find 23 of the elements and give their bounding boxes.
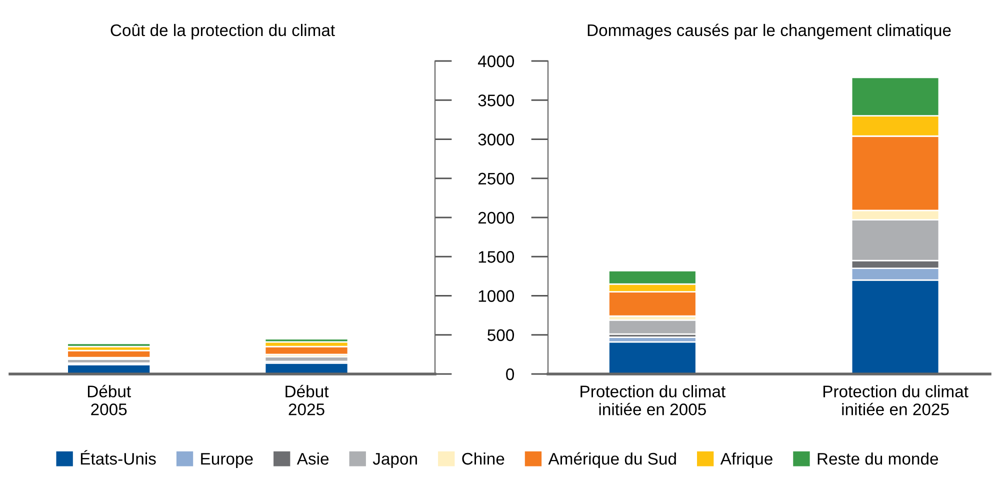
y-tick-label: 1500 <box>478 251 514 263</box>
legend-label: États-Unis <box>80 450 156 465</box>
chart-title: Dommages causés par le changement climatique <box>588 24 951 40</box>
legend-label: Europe <box>201 453 253 468</box>
x-tick-label: Protection du climat initiée en 2005 <box>580 385 726 416</box>
legend-label: Reste du monde <box>818 452 938 465</box>
y-tick-label: 3500 <box>478 94 514 106</box>
legend-label: Asie <box>296 452 329 465</box>
y-tick-label: 1000 <box>478 290 514 302</box>
legend-label: Japon <box>372 453 417 468</box>
x-tick-label: Début 2005 <box>88 384 131 416</box>
x-tick-label: Protection du climat initiée en 2025 <box>823 385 968 416</box>
y-tick-label: 3000 <box>478 134 514 146</box>
chart-title: Coût de la protection du climat <box>110 24 335 40</box>
y-tick-label: 2500 <box>478 172 514 185</box>
legend-label: Afrique <box>720 452 772 468</box>
legend-label: Chine <box>462 452 504 465</box>
x-tick-label: Début 2025 <box>286 384 329 416</box>
y-tick-label: 0 <box>506 368 514 380</box>
y-tick-label: 2000 <box>478 212 514 224</box>
legend-label: Amérique du Sud <box>548 452 676 468</box>
y-tick-label: 4000 <box>478 55 514 68</box>
y-tick-label: 500 <box>488 329 514 342</box>
